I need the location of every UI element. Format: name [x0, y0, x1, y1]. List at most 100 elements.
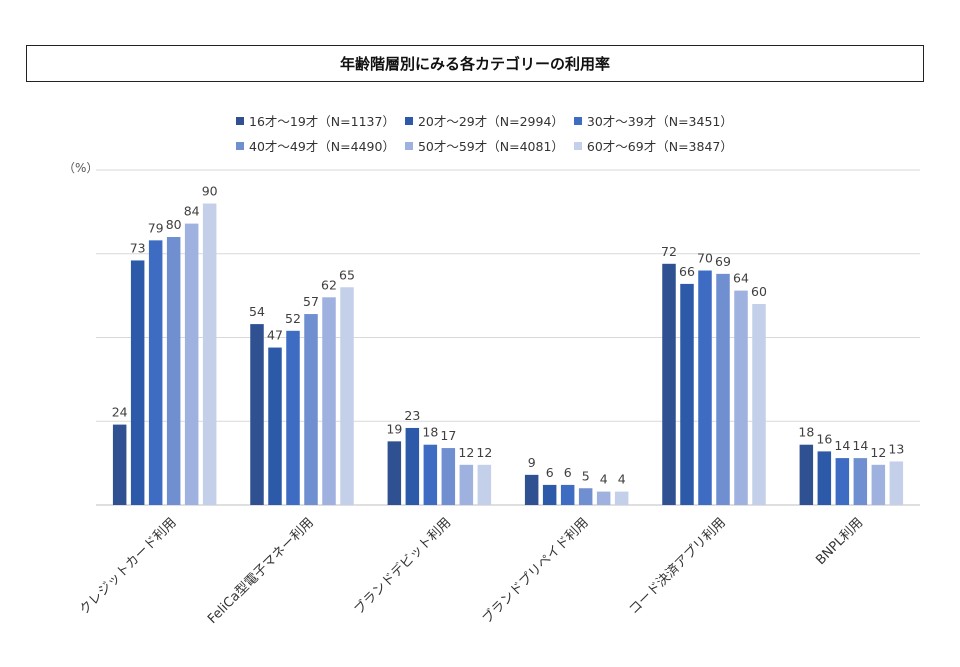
data-label-0-4: 84: [184, 204, 200, 219]
legend-item-50-59: 50才～59才（N=4081）: [404, 136, 564, 155]
legend-item-30-39: 30才～39才（N=3451）: [573, 111, 733, 130]
category-label-5: BNPL利用: [813, 515, 866, 568]
legend-swatch: [404, 116, 413, 125]
bar-5-2: [835, 458, 850, 505]
bar-0-0: [112, 424, 127, 505]
bar-2-0: [387, 441, 402, 505]
unit-label: （%）: [63, 161, 99, 175]
bar-5-1: [817, 451, 832, 505]
data-label-5-2: 14: [834, 438, 850, 453]
bar-2-1: [405, 427, 420, 505]
bar-5-3: [853, 458, 868, 505]
data-label-2-0: 19: [386, 421, 402, 436]
data-label-2-3: 17: [440, 428, 456, 443]
data-label-2-4: 12: [458, 445, 474, 460]
bar-0-5: [202, 203, 217, 505]
data-label-1-2: 52: [285, 311, 301, 326]
bar-5-5: [889, 461, 904, 505]
legend: 16才～19才（N=1137） 20才～29才（N=2994） 30才～39才（…: [236, 108, 836, 158]
legend-item-20-29: 20才～29才（N=2994）: [404, 111, 564, 130]
bar-4-3: [716, 273, 730, 505]
bar-4-1: [680, 283, 694, 505]
legend-row-2: 40才～49才（N=4490） 50才～59才（N=4081） 60才～69才（…: [236, 133, 836, 158]
data-label-0-2: 79: [148, 220, 164, 235]
bar-4-5: [752, 304, 766, 505]
category-label-1: FeliCa型電子マネー利用: [205, 515, 317, 627]
bar-1-4: [322, 297, 336, 505]
legend-label: 40才～49才（N=4490）: [249, 139, 395, 154]
category-label-4: コード決済アプリ利用: [626, 515, 729, 618]
data-label-0-0: 24: [112, 405, 128, 420]
category-label-3: ブランドプリペイド利用: [479, 515, 591, 627]
category-label-2: ブランドデビット利用: [351, 515, 454, 618]
data-label-4-2: 70: [697, 251, 713, 266]
data-label-5-0: 18: [798, 425, 814, 440]
bar-1-0: [250, 324, 264, 505]
data-label-2-2: 18: [422, 425, 438, 440]
bar-1-5: [340, 287, 354, 505]
data-label-2-1: 23: [404, 408, 420, 423]
legend-swatch: [573, 116, 582, 125]
bar-3-5: [614, 491, 629, 505]
bar-4-2: [698, 270, 712, 505]
data-label-4-4: 64: [733, 271, 749, 286]
data-label-3-4: 4: [600, 472, 608, 487]
legend-label: 16才～19才（N=1137）: [249, 114, 395, 129]
chart-title: 年齢階層別にみる各カテゴリーの利用率: [26, 45, 924, 82]
data-label-5-3: 14: [852, 438, 868, 453]
legend-swatch: [573, 141, 582, 150]
data-label-4-1: 66: [679, 264, 695, 279]
bar-4-0: [662, 263, 676, 505]
data-label-2-5: 12: [476, 445, 492, 460]
legend-item-60-69: 60才～69才（N=3847）: [573, 136, 733, 155]
bar-3-2: [560, 484, 575, 505]
data-label-3-3: 5: [582, 468, 590, 483]
category-label-0: クレジットカード利用: [77, 515, 180, 618]
bar-3-1: [542, 484, 557, 505]
data-label-1-5: 65: [339, 267, 355, 282]
data-label-3-0: 9: [528, 455, 536, 470]
data-label-0-3: 80: [166, 217, 182, 232]
bar-2-5: [477, 464, 492, 505]
legend-item-16-19: 16才～19才（N=1137）: [236, 111, 395, 130]
legend-label: 60才～69才（N=3847）: [586, 139, 733, 154]
bar-0-2: [148, 240, 163, 505]
bar-1-2: [286, 330, 300, 505]
data-label-3-1: 6: [546, 465, 554, 480]
bar-2-2: [423, 444, 438, 505]
legend-label: 50才～59才（N=4081）: [417, 139, 564, 154]
bar-5-0: [799, 444, 814, 505]
bar-2-4: [459, 464, 474, 505]
legend-item-40-49: 40才～49才（N=4490）: [236, 136, 395, 155]
bar-4-4: [734, 290, 748, 505]
data-label-4-0: 72: [661, 244, 677, 259]
data-label-4-5: 60: [751, 284, 767, 299]
data-label-0-5: 90: [202, 184, 218, 199]
legend-label: 20才～29才（N=2994）: [417, 114, 564, 129]
bar-0-4: [184, 223, 199, 505]
bar-3-0: [524, 474, 539, 505]
legend-swatch: [236, 141, 244, 150]
legend-swatch: [236, 116, 244, 125]
data-label-1-0: 54: [249, 304, 265, 319]
bar-0-3: [166, 237, 181, 505]
data-label-1-1: 47: [267, 328, 283, 343]
data-label-3-5: 4: [618, 472, 626, 487]
bar-0-1: [130, 260, 145, 505]
data-label-1-4: 62: [321, 277, 337, 292]
data-label-4-3: 69: [715, 254, 731, 269]
bar-3-4: [596, 491, 611, 505]
legend-row-1: 16才～19才（N=1137） 20才～29才（N=2994） 30才～39才（…: [236, 108, 836, 133]
data-label-5-1: 16: [816, 431, 832, 446]
legend-label: 30才～39才（N=3451）: [586, 114, 733, 129]
data-label-3-2: 6: [564, 465, 572, 480]
bar-1-3: [304, 314, 318, 505]
bar-1-1: [268, 347, 282, 505]
data-label-0-1: 73: [130, 240, 146, 255]
data-label-5-4: 12: [870, 445, 886, 460]
bar-2-3: [441, 448, 456, 505]
bar-3-3: [578, 488, 593, 505]
data-label-1-3: 57: [303, 294, 319, 309]
legend-swatch: [404, 141, 413, 150]
